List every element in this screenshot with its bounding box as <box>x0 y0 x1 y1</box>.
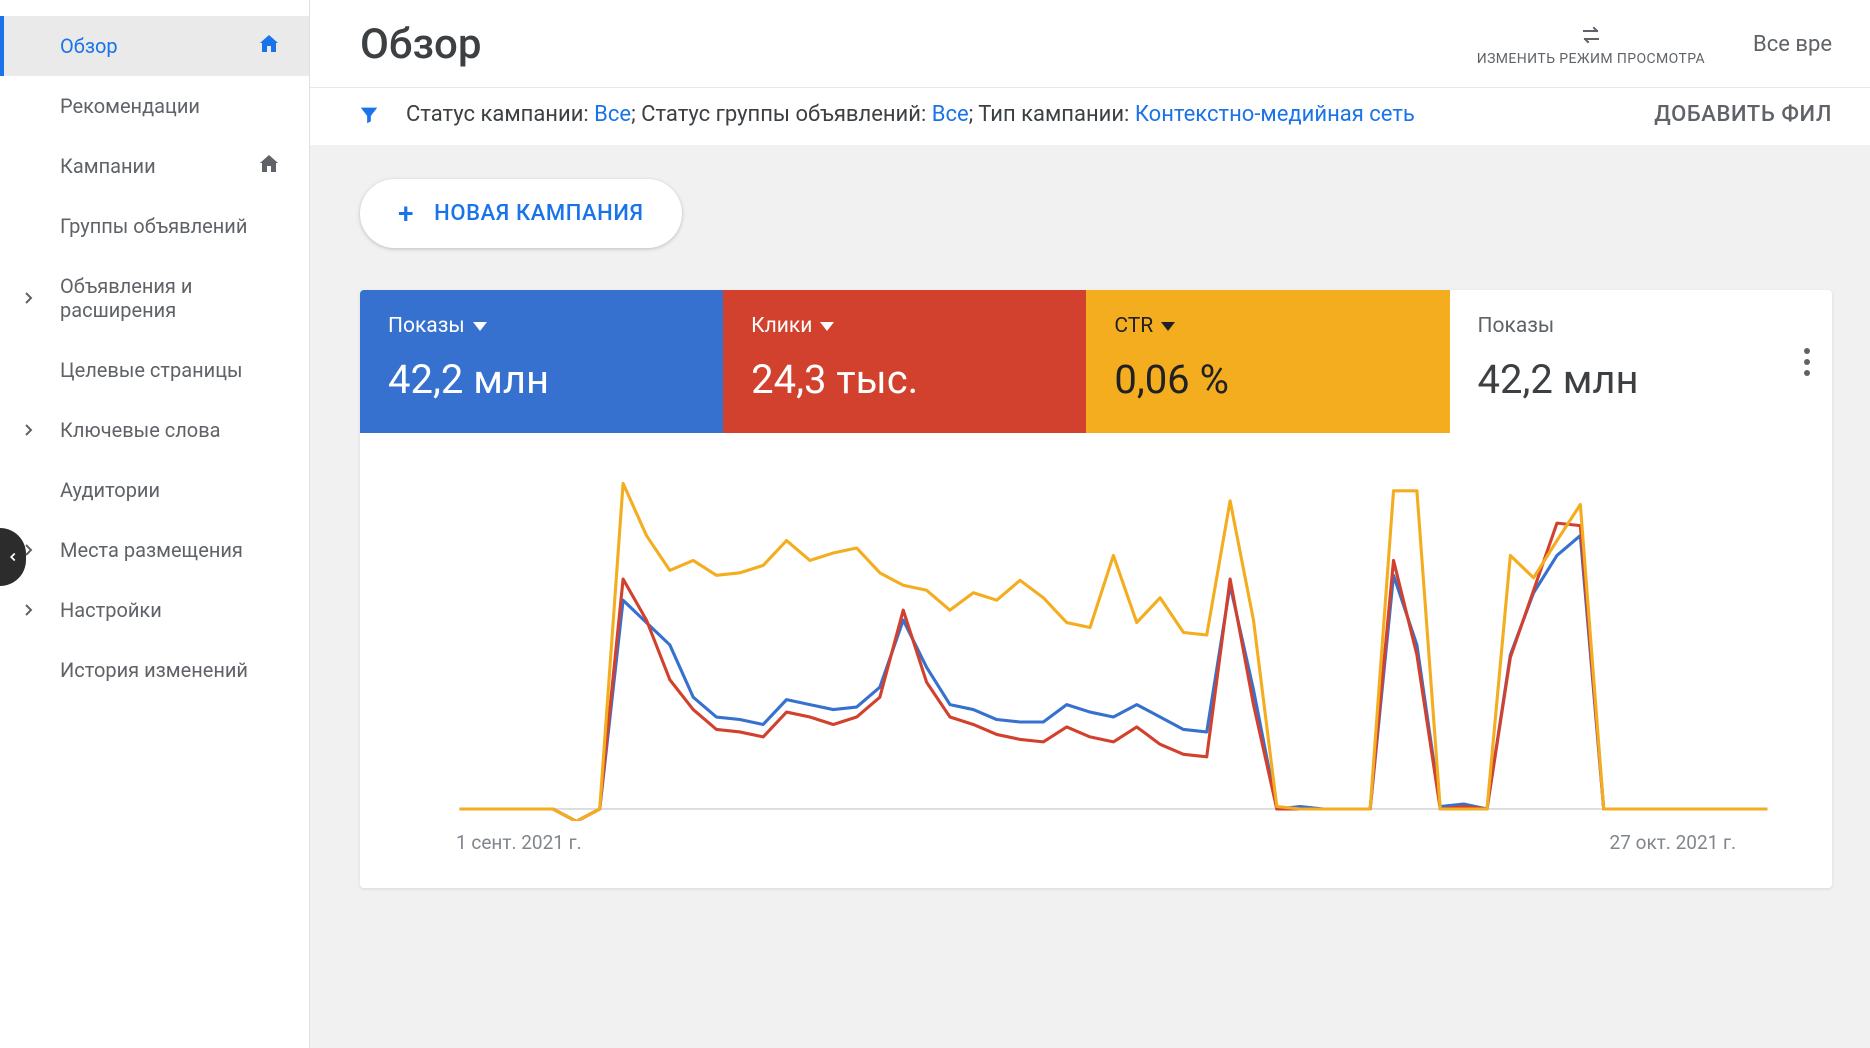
sidebar-item-3[interactable]: Группы объявлений <box>0 196 309 256</box>
sidebar-item-label: Места размещения <box>60 538 243 562</box>
plus-icon: + <box>398 197 414 230</box>
sidebar-item-1[interactable]: Рекомендации <box>0 76 309 136</box>
filter-segment-value: Контекстно-медийная сеть <box>1135 102 1415 127</box>
metric-value: 42,2 млн <box>1478 356 1754 403</box>
sidebar-item-label: Объявления и расширения <box>60 274 285 322</box>
sidebar-item-4[interactable]: Объявления и расширения <box>0 256 309 340</box>
sidebar: Обзор Рекомендации Кампании Группы объявлен… <box>0 0 310 1048</box>
sidebar-item-2[interactable]: Кампании <box>0 136 309 196</box>
sidebar-item-label: Кампании <box>60 154 156 178</box>
chart-x-labels: 1 сент. 2021 г. 27 окт. 2021 г. <box>400 821 1792 854</box>
chevron-right-icon <box>24 538 34 562</box>
sidebar-item-8[interactable]: Места размещения <box>0 520 309 580</box>
metric-value: 42,2 млн <box>388 356 695 403</box>
sidebar-item-label: Обзор <box>60 34 118 58</box>
chevron-right-icon <box>24 286 34 310</box>
swap-icon <box>1577 23 1605 47</box>
filter-bar: Статус кампании: Все; Статус группы объя… <box>310 87 1870 145</box>
new-campaign-button[interactable]: + НОВАЯ КАМПАНИЯ <box>360 179 682 248</box>
metric-label: Показы <box>1478 314 1754 338</box>
metric-cell-2[interactable]: CTR 0,06 % <box>1086 290 1449 433</box>
metric-cell-1[interactable]: Клики 24,3 тыс. <box>723 290 1086 433</box>
sidebar-item-label: Аудитории <box>60 478 160 502</box>
more-menu-button[interactable] <box>1782 290 1832 433</box>
dropdown-icon <box>820 322 834 331</box>
change-view-button[interactable]: ИЗМЕНИТЬ РЕЖИМ ПРОСМОТРА <box>1477 23 1705 67</box>
sidebar-item-label: Группы объявлений <box>60 214 247 238</box>
sidebar-item-label: Целевые страницы <box>60 358 243 382</box>
metric-cell-3: Показы 42,2 млн <box>1450 290 1782 433</box>
dropdown-icon <box>473 322 487 331</box>
x-axis-end-label: 27 окт. 2021 г. <box>1610 831 1736 854</box>
add-filter-button[interactable]: ДОБАВИТЬ ФИЛ <box>1654 102 1832 127</box>
filter-segment-value: Все <box>594 102 631 127</box>
chevron-right-icon <box>24 598 34 622</box>
home-icon <box>257 152 281 181</box>
filter-segment-label: ; Статус группы объявлений: <box>631 102 932 127</box>
metric-cell-0[interactable]: Показы 42,2 млн <box>360 290 723 433</box>
chart-series-CTR <box>460 483 1767 821</box>
content-area: + НОВАЯ КАМПАНИЯ Показы 42,2 млн Клики 24,3… <box>310 145 1870 922</box>
sidebar-item-0[interactable]: Обзор <box>0 16 309 76</box>
sidebar-item-label: Рекомендации <box>60 94 200 118</box>
filter-icon[interactable] <box>358 104 380 126</box>
filter-segment-label: Статус кампании: <box>406 102 594 127</box>
filter-segment-label: ; Тип кампании: <box>969 102 1135 127</box>
sidebar-item-label: Настройки <box>60 598 162 622</box>
dropdown-icon <box>1161 322 1175 331</box>
metric-value: 0,06 % <box>1114 356 1421 403</box>
sidebar-item-label: История изменений <box>60 658 248 682</box>
sidebar-item-10[interactable]: История изменений <box>0 640 309 700</box>
change-view-label: ИЗМЕНИТЬ РЕЖИМ ПРОСМОТРА <box>1477 51 1705 67</box>
chevron-right-icon <box>24 418 34 442</box>
sidebar-item-5[interactable]: Целевые страницы <box>0 340 309 400</box>
date-range-selector[interactable]: Все вре <box>1753 32 1832 57</box>
metric-label: Показы <box>388 314 695 338</box>
chart-area: 1 сент. 2021 г. 27 окт. 2021 г. <box>360 433 1832 888</box>
home-icon <box>257 32 281 61</box>
new-campaign-label: НОВАЯ КАМПАНИЯ <box>434 201 643 226</box>
filter-segment-value: Все <box>932 102 969 127</box>
sidebar-item-9[interactable]: Настройки <box>0 580 309 640</box>
metric-label: Клики <box>751 314 1058 338</box>
line-chart <box>400 461 1792 821</box>
topbar: Обзор ИЗМЕНИТЬ РЕЖИМ ПРОСМОТРА Все вре <box>310 0 1870 87</box>
sidebar-item-label: Ключевые слова <box>60 418 221 442</box>
topbar-actions: ИЗМЕНИТЬ РЕЖИМ ПРОСМОТРА Все вре <box>1477 23 1832 67</box>
main-content: Обзор ИЗМЕНИТЬ РЕЖИМ ПРОСМОТРА Все вре С… <box>310 0 1870 1048</box>
x-axis-start-label: 1 сент. 2021 г. <box>456 831 582 854</box>
sidebar-item-7[interactable]: Аудитории <box>0 460 309 520</box>
metric-label: CTR <box>1114 314 1421 338</box>
filter-text[interactable]: Статус кампании: Все; Статус группы объя… <box>406 102 1415 127</box>
chart-series-Клики <box>460 523 1767 821</box>
page-title: Обзор <box>360 20 481 69</box>
sidebar-item-6[interactable]: Ключевые слова <box>0 400 309 460</box>
chart-series-Показы <box>460 536 1767 822</box>
metric-value: 24,3 тыс. <box>751 356 1058 403</box>
metric-row: Показы 42,2 млн Клики 24,3 тыс. CTR 0,06 % Пок… <box>360 290 1832 433</box>
metrics-card: Показы 42,2 млн Клики 24,3 тыс. CTR 0,06 % Пок… <box>360 290 1832 888</box>
